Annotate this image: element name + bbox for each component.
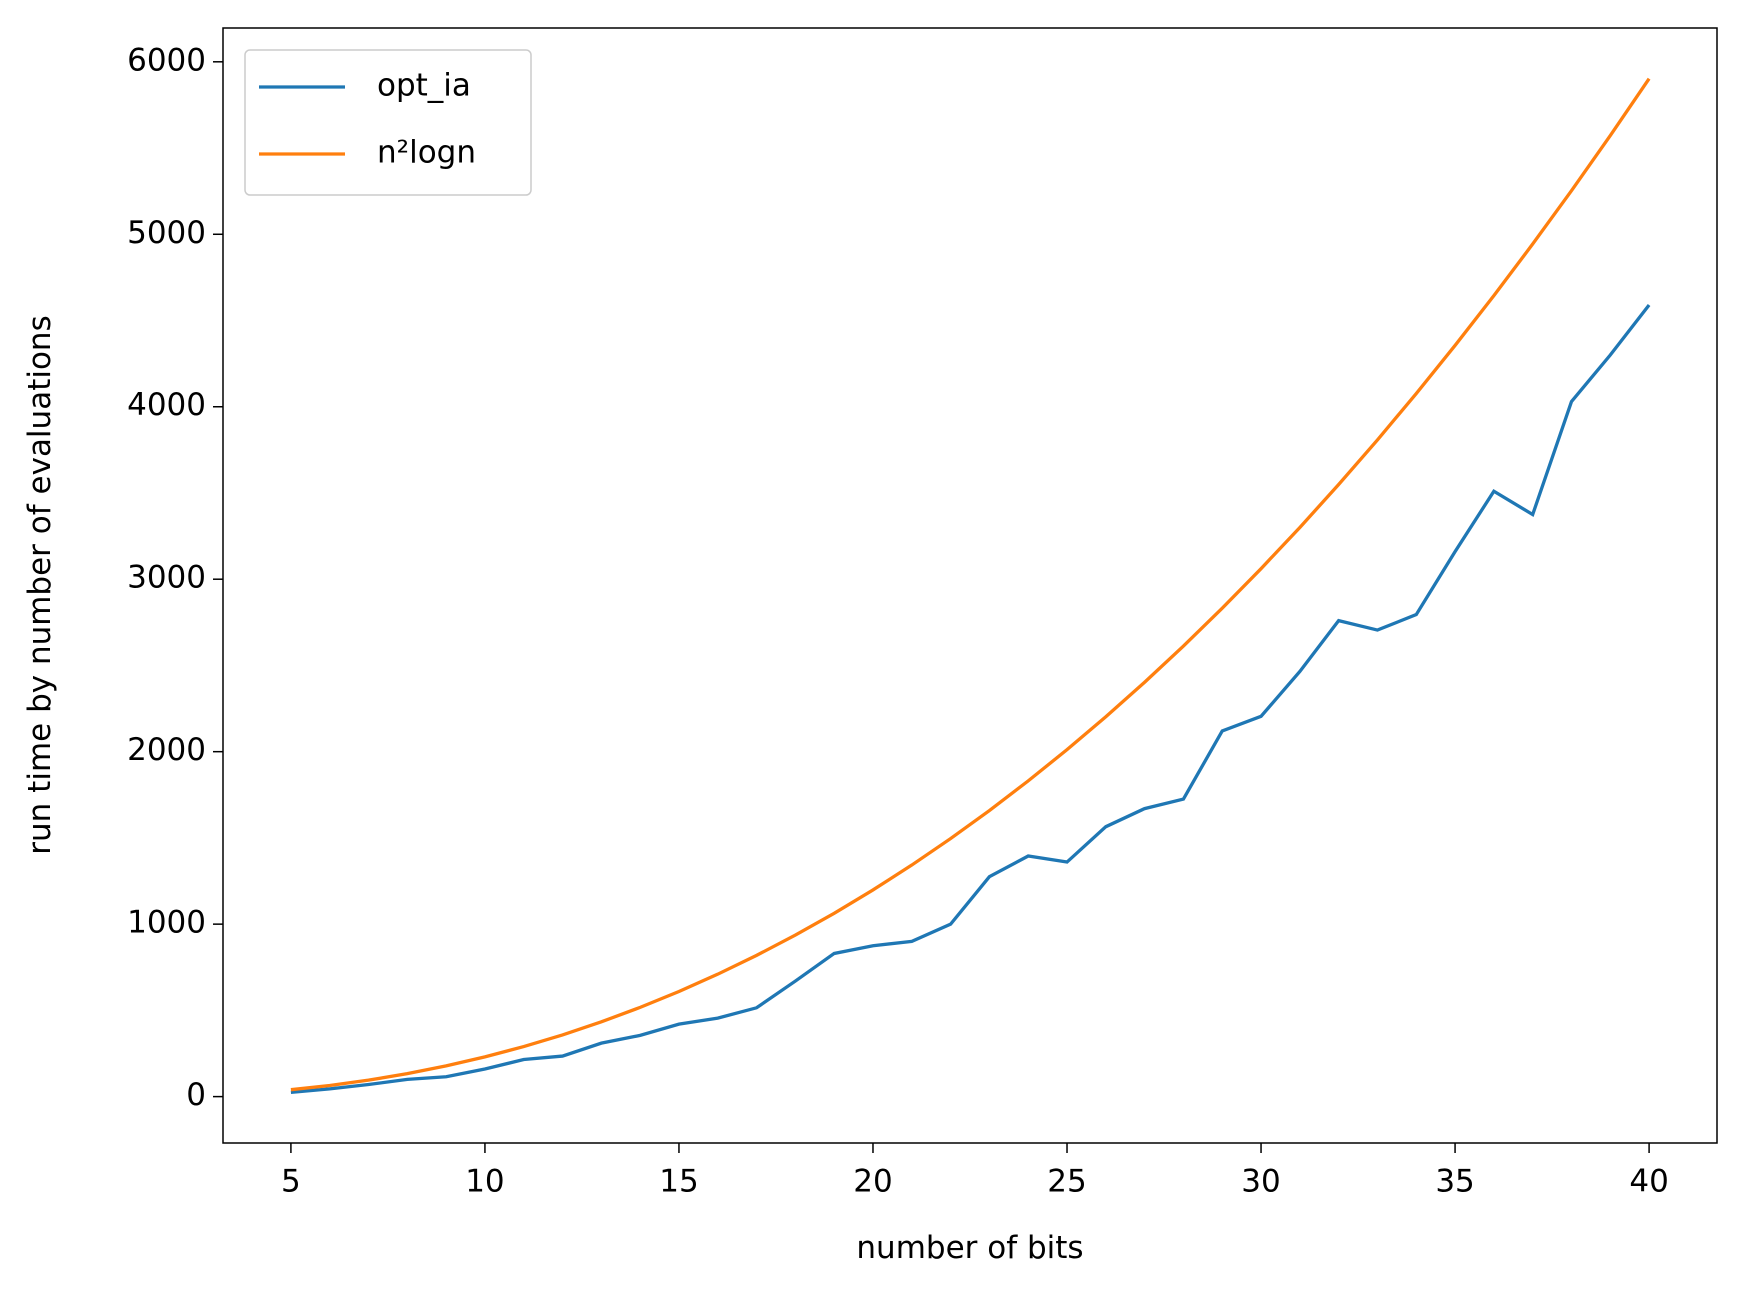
y-tick-label: 0	[186, 1077, 206, 1113]
x-tick-label: 30	[1241, 1164, 1280, 1200]
x-axis-label: number of bits	[856, 1230, 1083, 1266]
x-tick-label: 40	[1629, 1164, 1668, 1200]
y-tick-label: 2000	[127, 732, 206, 768]
x-tick-label: 25	[1047, 1164, 1086, 1200]
y-tick-label: 4000	[127, 387, 206, 423]
y-tick-label: 1000	[127, 905, 206, 941]
x-tick-label: 35	[1435, 1164, 1474, 1200]
legend-label: opt_ia	[377, 68, 471, 104]
y-tick-label: 3000	[127, 560, 206, 596]
legend-label: n²logn	[377, 135, 476, 171]
x-tick-label: 20	[853, 1164, 892, 1200]
y-axis-label: run time by number of evaluations	[22, 315, 58, 854]
x-tick-label: 15	[659, 1164, 698, 1200]
x-tick-label: 10	[465, 1164, 504, 1200]
data-line	[290, 303, 1651, 1094]
data-line	[290, 77, 1651, 1092]
y-tick-label: 6000	[127, 42, 206, 78]
y-tick-label: 5000	[127, 215, 206, 251]
plot-frame	[222, 27, 1718, 1144]
x-tick-label: 5	[281, 1164, 301, 1200]
